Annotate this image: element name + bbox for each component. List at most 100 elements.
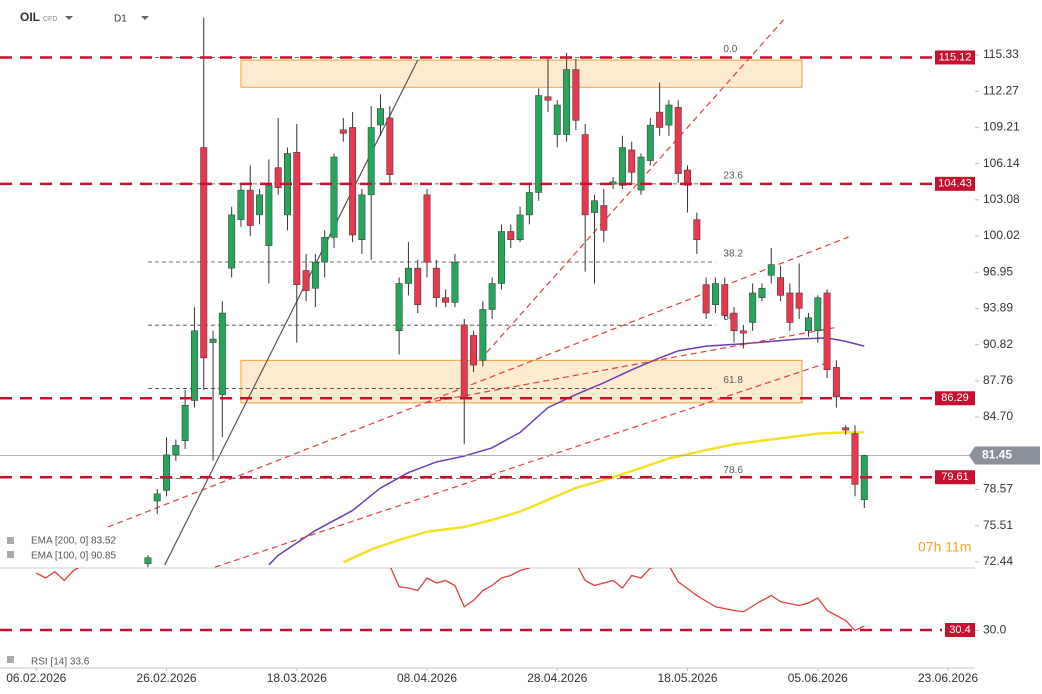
candle-body xyxy=(786,292,794,323)
candle-body xyxy=(274,167,282,188)
trendline xyxy=(164,59,419,566)
y-tick-label: 90.82 xyxy=(983,337,1013,351)
candle-body xyxy=(814,297,822,332)
candle-body xyxy=(749,292,757,323)
candle-body xyxy=(591,200,598,213)
last-price-box xyxy=(969,446,1040,465)
rsi-level-label: 30.4 xyxy=(949,624,970,636)
fib-label: 61.8 xyxy=(723,375,743,386)
legend-label: EMA [200, 0] 83.52 xyxy=(31,536,116,547)
candle-body xyxy=(209,338,217,343)
candle-body xyxy=(265,185,273,246)
x-tick-label: 23.06.2026 xyxy=(918,671,978,685)
level-label: 104.43 xyxy=(938,178,972,190)
candle-body xyxy=(637,156,645,191)
x-tick-label: 26.02.2026 xyxy=(137,671,197,685)
candle-body xyxy=(181,404,189,441)
candle-body xyxy=(535,95,543,193)
candle-body xyxy=(246,189,254,226)
y-tick-label: 109.21 xyxy=(983,120,1020,134)
candle-body xyxy=(544,96,552,101)
candle-body xyxy=(470,335,477,366)
y-tick-label: 78.57 xyxy=(983,482,1013,496)
instrument-type: CFD xyxy=(43,16,57,23)
candle-body xyxy=(460,324,468,399)
y-tick-label: 84.70 xyxy=(983,409,1013,423)
candle-body xyxy=(349,127,357,236)
candle-body xyxy=(600,205,608,231)
level-label: 79.61 xyxy=(941,471,969,483)
level-label-box xyxy=(935,50,975,65)
candle-body xyxy=(451,261,459,303)
candle-body xyxy=(404,267,412,284)
candle-body xyxy=(646,124,654,161)
timeframe[interactable]: D1 xyxy=(114,14,127,25)
candle-body xyxy=(377,108,384,126)
legend-icon[interactable] xyxy=(7,537,14,544)
candle-body xyxy=(777,277,785,296)
fib-label: 23.6 xyxy=(723,170,743,181)
candle-body xyxy=(172,445,180,456)
candle-body xyxy=(190,330,198,401)
rsi-tick-label: 30.0 xyxy=(983,623,1007,637)
candle-body xyxy=(358,194,366,241)
candle-body xyxy=(144,557,152,564)
candle-body xyxy=(711,283,719,306)
candle-body xyxy=(498,231,505,284)
candle-body xyxy=(311,261,319,289)
x-tick-label: 08.04.2026 xyxy=(397,671,457,685)
candle-body xyxy=(507,231,515,241)
candle-body xyxy=(256,194,264,216)
candle-body xyxy=(525,192,533,216)
candle-body xyxy=(851,433,859,485)
candle-body xyxy=(842,427,850,431)
level-label-box xyxy=(935,470,975,485)
candle-body xyxy=(739,330,747,334)
candle-body xyxy=(665,104,673,126)
rsi-pane xyxy=(35,568,865,632)
y-tick-label: 72.44 xyxy=(983,554,1013,568)
y-tick-label: 103.08 xyxy=(983,192,1020,206)
candle-body xyxy=(367,127,375,196)
x-tick-label: 06.02.2026 xyxy=(6,671,66,685)
candle-body xyxy=(516,214,524,241)
trendline xyxy=(425,326,839,404)
legend-icon[interactable] xyxy=(7,551,14,558)
fib-label: 78.6 xyxy=(723,465,743,476)
x-tick-label: 28.04.2026 xyxy=(527,671,587,685)
countdown: 07h 11m xyxy=(918,539,971,555)
candle-body xyxy=(218,312,226,395)
timeframe-dropdown[interactable] xyxy=(141,16,149,20)
candle-body xyxy=(656,111,664,128)
fib-label: 0.0 xyxy=(723,44,737,55)
rsi-level-box xyxy=(945,623,975,637)
candle-body xyxy=(414,267,422,306)
symbol-dropdown[interactable] xyxy=(65,16,73,20)
candle-body xyxy=(721,284,729,316)
candle-body xyxy=(321,237,329,263)
candle-body xyxy=(581,134,589,216)
symbol[interactable]: OIL xyxy=(20,10,40,24)
y-tick-label: 96.95 xyxy=(983,264,1013,278)
candle-body xyxy=(200,147,208,359)
level-label: 86.29 xyxy=(941,392,969,404)
candle-body xyxy=(479,309,487,361)
y-tick-label: 106.14 xyxy=(983,156,1020,170)
candle-body xyxy=(330,156,338,238)
candle-body xyxy=(302,270,310,291)
candle-body xyxy=(795,292,803,309)
x-tick-label: 18.03.2026 xyxy=(267,671,327,685)
rsi-line xyxy=(35,568,865,632)
trendline xyxy=(214,361,831,568)
candle-body xyxy=(432,267,440,298)
legend-icon[interactable] xyxy=(7,656,14,663)
candle-body xyxy=(823,292,831,371)
zone xyxy=(240,359,803,404)
x-tick-label: 05.06.2026 xyxy=(788,671,848,685)
candle-body xyxy=(572,69,580,121)
candle-body xyxy=(730,312,738,332)
candle-body xyxy=(488,283,496,310)
candle-body xyxy=(563,69,571,135)
